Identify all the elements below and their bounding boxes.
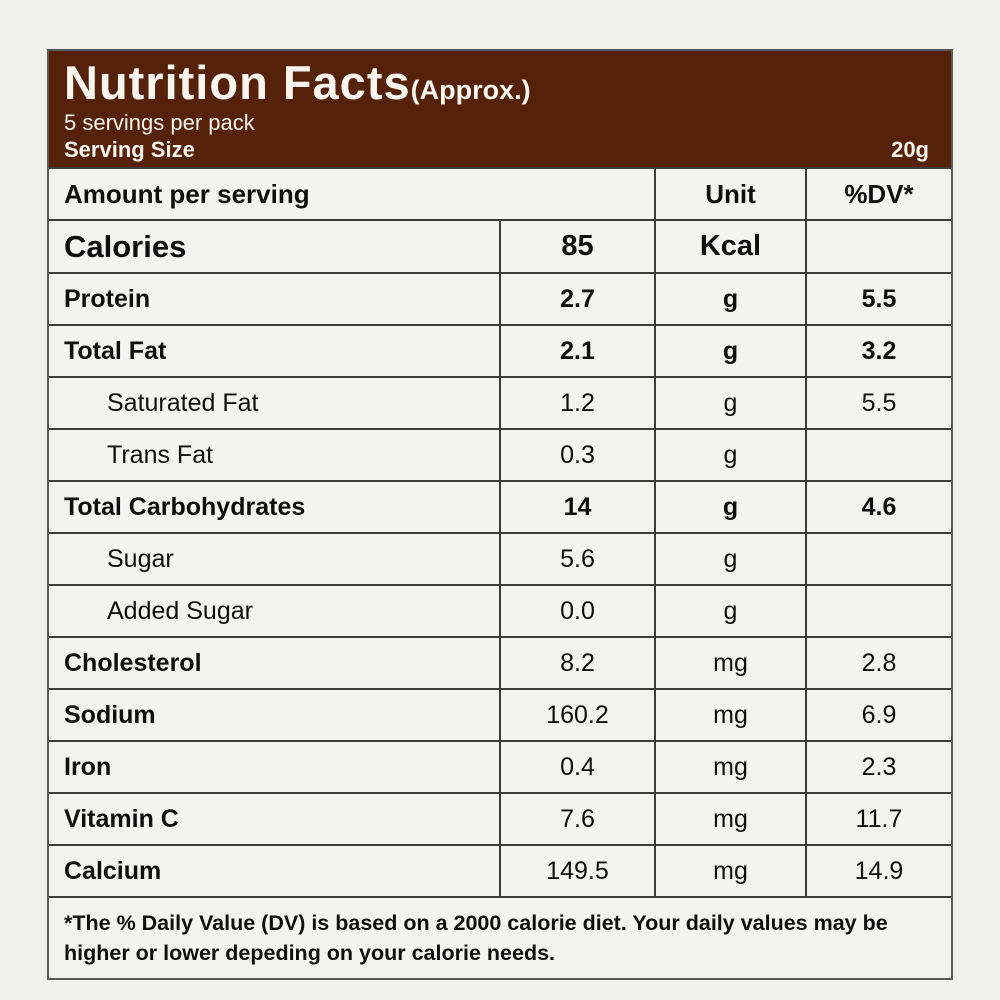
- nutrient-dv: [805, 221, 951, 272]
- column-header-unit: Unit: [654, 169, 805, 219]
- table-row: Vitamin C 7.6 mg 11.7: [49, 792, 951, 844]
- label-title-suffix: (Approx.): [410, 75, 531, 105]
- nutrient-dv: 3.2: [805, 326, 951, 376]
- column-header-amount: Amount per serving: [64, 178, 310, 209]
- nutrient-unit: mg: [654, 742, 805, 792]
- nutrient-dv: 2.3: [805, 742, 951, 792]
- nutrient-name: Saturated Fat: [107, 388, 259, 417]
- label-header: Nutrition Facts (Approx.) 5 servings per …: [49, 51, 951, 167]
- nutrient-unit: g: [654, 274, 805, 324]
- table-row: Saturated Fat 1.2 g 5.5: [49, 376, 951, 428]
- nutrient-dv: [805, 534, 951, 584]
- nutrient-name: Calcium: [64, 856, 162, 885]
- nutrient-name: Trans Fat: [107, 440, 214, 469]
- nutrient-dv: [805, 430, 951, 480]
- table-row: Added Sugar 0.0 g: [49, 584, 951, 636]
- nutrient-dv: 5.5: [805, 378, 951, 428]
- label-title: Nutrition Facts: [64, 56, 411, 109]
- nutrient-unit: g: [654, 326, 805, 376]
- table-row: Calcium 149.5 mg 14.9: [49, 844, 951, 896]
- nutrient-dv: 14.9: [805, 846, 951, 896]
- nutrient-value: 14: [499, 482, 654, 532]
- nutrient-value: 160.2: [499, 690, 654, 740]
- nutrient-unit: mg: [654, 690, 805, 740]
- nutrient-value: 2.7: [499, 274, 654, 324]
- nutrient-unit: mg: [654, 638, 805, 688]
- table-row: Iron 0.4 mg 2.3: [49, 740, 951, 792]
- nutrient-value: 8.2: [499, 638, 654, 688]
- nutrient-name: Vitamin C: [64, 804, 179, 833]
- table-row: Total Fat 2.1 g 3.2: [49, 324, 951, 376]
- nutrient-name: Iron: [64, 752, 112, 781]
- nutrient-name: Total Fat: [64, 336, 167, 365]
- nutrient-unit: mg: [654, 794, 805, 844]
- nutrient-dv: [805, 586, 951, 636]
- serving-size-value: 20g: [891, 136, 929, 162]
- nutrient-name: Cholesterol: [64, 648, 202, 677]
- nutrient-name: Total Carbohydrates: [64, 492, 306, 521]
- nutrient-dv: 11.7: [805, 794, 951, 844]
- nutrient-value: 0.3: [499, 430, 654, 480]
- table-row: Sugar 5.6 g: [49, 532, 951, 584]
- nutrient-name: Calories: [64, 228, 187, 264]
- rows: Calories 85 Kcal Protein 2.7 g 5.5 Total Fat 2.1…: [49, 219, 951, 896]
- nutrient-value: 7.6: [499, 794, 654, 844]
- nutrient-unit: g: [654, 430, 805, 480]
- table-row: Trans Fat 0.3 g: [49, 428, 951, 480]
- serving-size-label: Serving Size: [64, 136, 195, 162]
- table-row: Cholesterol 8.2 mg 2.8: [49, 636, 951, 688]
- serving-size-row: Serving Size 20g: [64, 136, 951, 162]
- table-row: Total Carbohydrates 14 g 4.6: [49, 480, 951, 532]
- nutrient-value: 5.6: [499, 534, 654, 584]
- nutrient-unit: g: [654, 482, 805, 532]
- nutrient-unit: g: [654, 378, 805, 428]
- table-row: Calories 85 Kcal: [49, 219, 951, 272]
- nutrient-dv: 6.9: [805, 690, 951, 740]
- nutrient-name: Added Sugar: [107, 596, 253, 625]
- label-title-line: Nutrition Facts (Approx.): [64, 56, 951, 109]
- nutrient-value: 149.5: [499, 846, 654, 896]
- nutrition-label: Nutrition Facts (Approx.) 5 servings per …: [47, 49, 953, 981]
- table-row: Sodium 160.2 mg 6.9: [49, 688, 951, 740]
- nutrient-unit: mg: [654, 846, 805, 896]
- nutrient-dv: 5.5: [805, 274, 951, 324]
- nutrient-value: 1.2: [499, 378, 654, 428]
- dv-footnote: *The % Daily Value (DV) is based on a 20…: [49, 896, 951, 978]
- nutrient-name: Sodium: [64, 700, 156, 729]
- nutrient-value: 2.1: [499, 326, 654, 376]
- nutrient-name: Sugar: [107, 544, 174, 573]
- nutrient-dv: 2.8: [805, 638, 951, 688]
- nutrient-value: 0.0: [499, 586, 654, 636]
- nutrient-unit: g: [654, 586, 805, 636]
- nutrient-dv: 4.6: [805, 482, 951, 532]
- nutrient-unit: Kcal: [654, 221, 805, 272]
- column-header-dv: %DV*: [805, 169, 951, 219]
- table-header-row: Amount per serving Unit %DV*: [49, 167, 951, 219]
- servings-per-pack: 5 servings per pack: [64, 110, 255, 136]
- nutrient-value: 85: [499, 221, 654, 272]
- table-row: Protein 2.7 g 5.5: [49, 272, 951, 324]
- nutrient-unit: g: [654, 534, 805, 584]
- nutrient-name: Protein: [64, 284, 151, 313]
- nutrient-value: 0.4: [499, 742, 654, 792]
